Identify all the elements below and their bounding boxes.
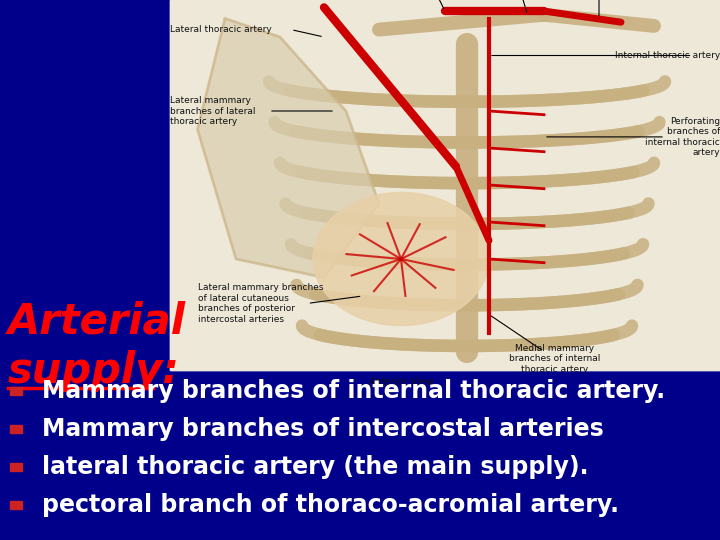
Text: pectoral branch of thoraco-acromial artery.: pectoral branch of thoraco-acromial arte… <box>42 493 619 517</box>
Text: supply:: supply: <box>8 350 180 392</box>
Bar <box>10 387 22 395</box>
Polygon shape <box>197 18 379 278</box>
Bar <box>170 0 720 370</box>
Bar <box>10 424 22 433</box>
Bar <box>10 462 22 471</box>
Text: Mammary branches of intercostal arteries: Mammary branches of intercostal arteries <box>42 417 604 441</box>
Text: Internal thoracic artery: Internal thoracic artery <box>615 51 720 60</box>
Text: Medial mammary
branches of internal
thoracic artery: Medial mammary branches of internal thor… <box>509 344 600 374</box>
Text: Lateral thoracic artery: Lateral thoracic artery <box>170 25 271 34</box>
Text: Arterial: Arterial <box>8 300 186 342</box>
Text: Mammary branches of internal thoracic artery.: Mammary branches of internal thoracic ar… <box>42 379 665 403</box>
Text: Lateral mammary branches
of lateral cutaneous
branches of posterior
intercostal : Lateral mammary branches of lateral cuta… <box>197 284 323 323</box>
Text: Perforating
branches of
internal thoracic
artery: Perforating branches of internal thoraci… <box>645 117 720 157</box>
Text: Anterior View: Anterior View <box>368 377 434 387</box>
Text: Lateral mammary
branches of lateral
thoracic artery: Lateral mammary branches of lateral thor… <box>170 96 256 126</box>
Bar <box>170 0 720 370</box>
Polygon shape <box>313 192 489 326</box>
Bar <box>10 501 22 509</box>
Text: lateral thoracic artery (the main supply).: lateral thoracic artery (the main supply… <box>42 455 588 479</box>
